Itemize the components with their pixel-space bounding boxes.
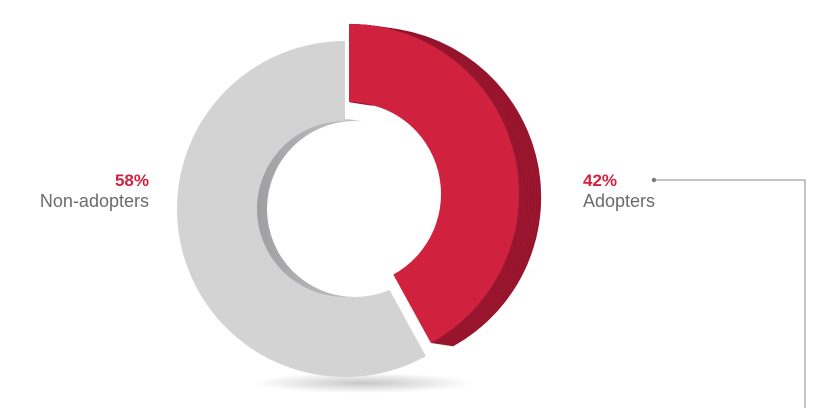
non-adopters-percent: 58% [114,171,149,190]
non-adopters-name: Non-adopters [39,190,149,211]
adopters-slice [349,24,519,343]
donut-hole [267,121,443,297]
adopters-name: Adopters [583,190,656,211]
adopters-label: 42% Adopters [583,171,655,211]
non-adopters-slice [177,41,426,377]
non-adopters-label: 58% Non-adopters [40,171,149,211]
adopters-percent: 42% [583,171,618,190]
donut-shadow [253,373,473,393]
leader-line [654,179,806,408]
